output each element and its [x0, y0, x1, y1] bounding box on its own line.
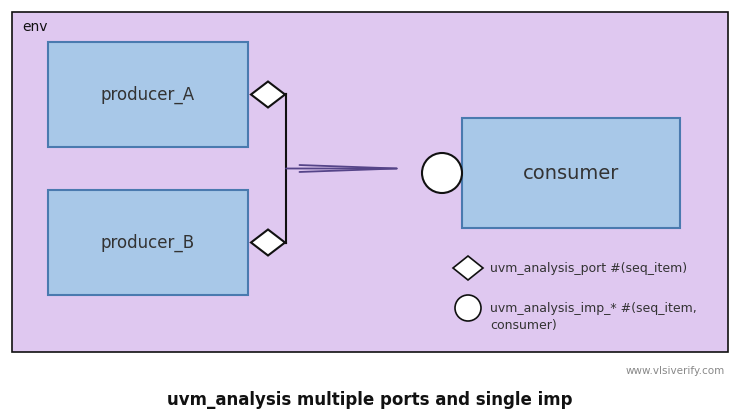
Bar	[462, 118, 680, 228]
Bar	[48, 190, 248, 295]
Polygon shape	[453, 256, 483, 280]
Polygon shape	[251, 81, 285, 107]
Text: uvm_analysis multiple ports and single imp: uvm_analysis multiple ports and single i…	[167, 391, 573, 409]
Text: producer_B: producer_B	[101, 233, 195, 251]
Text: producer_A: producer_A	[101, 85, 195, 104]
Text: www.vlsiverify.com: www.vlsiverify.com	[626, 366, 725, 376]
Text: uvm_analysis_imp_* #(seq_item,
consumer): uvm_analysis_imp_* #(seq_item, consumer)	[490, 302, 697, 332]
Bar	[48, 42, 248, 147]
Circle shape	[455, 295, 481, 321]
Bar	[12, 12, 728, 352]
Circle shape	[422, 153, 462, 193]
Text: uvm_analysis_port #(seq_item): uvm_analysis_port #(seq_item)	[490, 261, 687, 274]
Text: env: env	[22, 20, 47, 34]
Polygon shape	[251, 229, 285, 256]
Text: consumer: consumer	[523, 164, 619, 183]
